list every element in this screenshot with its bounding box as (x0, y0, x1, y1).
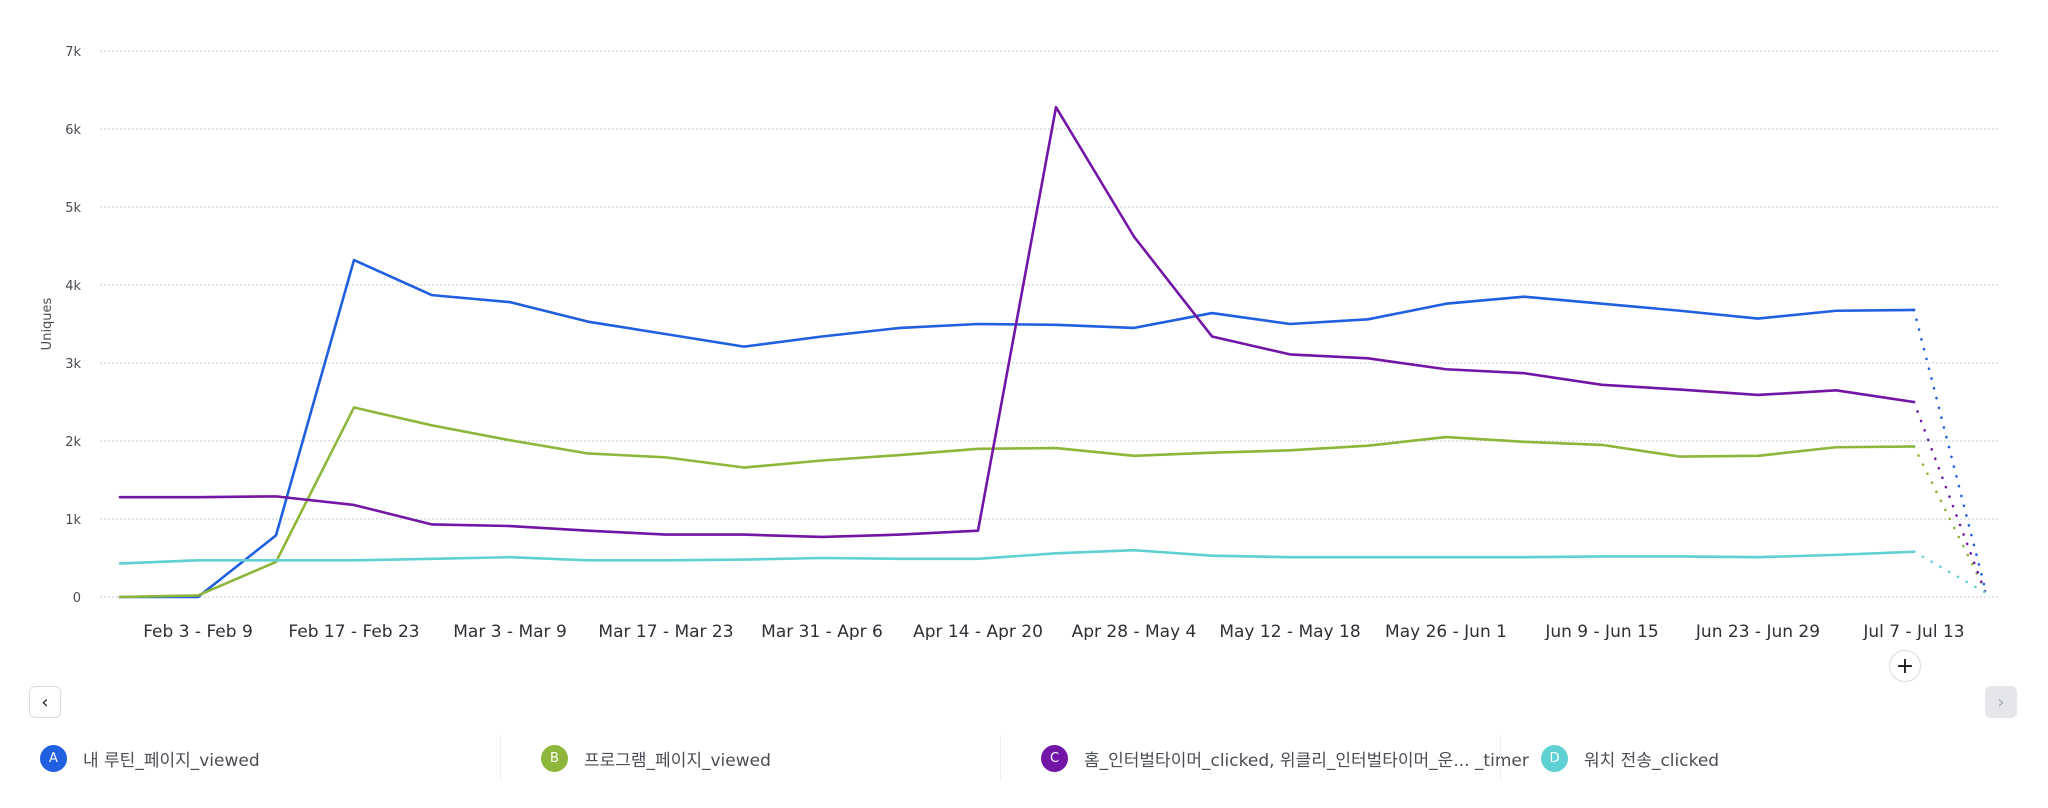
legend-label: 내 루틴_페이지_viewed (83, 750, 260, 771)
x-tick-label: Mar 3 - Mar 9 (453, 622, 567, 640)
x-tick-label: Jun 23 - Jun 29 (1695, 622, 1820, 640)
y-tick-label: 7k (65, 45, 81, 60)
x-tick-label: May 26 - Jun 1 (1385, 622, 1507, 640)
series-line-d (118, 548, 1916, 565)
y-axis-label: Uniques (40, 297, 55, 350)
y-tick-label: 4k (65, 279, 81, 294)
legend-item-c[interactable]: C 홈_인터벌타이머_clicked, 위클리_인터벌타이머_운... _tim… (1000, 735, 1529, 781)
y-tick-label: 5k (65, 201, 81, 216)
series-badge-a: A (40, 744, 67, 772)
y-tick-label: 6k (65, 123, 81, 138)
chevron-left-icon: ‹ (41, 691, 49, 713)
x-tick-label: Jul 7 - Jul 13 (1862, 622, 1964, 640)
x-tick-label: Apr 28 - May 4 (1072, 622, 1197, 640)
y-axis: 0 1k 2k 3k 4k 5k 6k 7k (65, 45, 81, 606)
legend-label: 홈_인터벌타이머_clicked, 위클리_인터벌타이머_운... _timer (1084, 750, 1529, 771)
x-tick-label: May 12 - May 18 (1219, 622, 1360, 640)
y-tick-label: 1k (65, 513, 81, 528)
series-line-b (118, 406, 1916, 599)
y-tick-label: 0 (73, 591, 81, 606)
x-axis: Feb 3 - Feb 9 Feb 17 - Feb 23 Mar 3 - Mar … (143, 622, 1964, 640)
series-line-c (118, 105, 1916, 539)
series-incomplete-segment-c (1912, 400, 1987, 593)
plus-icon: + (1895, 653, 1915, 679)
series-badge-b: B (541, 744, 568, 772)
legend-next-button[interactable]: › (1985, 686, 2017, 718)
series-badge-d: D (1541, 744, 1568, 772)
legend-label: 워치 전송_clicked (1584, 750, 1720, 771)
series-incomplete-segment-d (1912, 550, 1987, 594)
y-tick-label: 3k (65, 357, 81, 372)
series-line-a (118, 258, 1916, 599)
x-tick-label: Jun 9 - Jun 15 (1544, 622, 1658, 640)
y-tick-label: 2k (65, 435, 81, 450)
series-lines (118, 105, 1987, 599)
legend-item-b[interactable]: B 프로그램_페이지_viewed (500, 735, 1000, 781)
x-tick-label: Mar 17 - Mar 23 (598, 622, 733, 640)
x-tick-label: Feb 3 - Feb 9 (143, 622, 253, 640)
series-badge-c: C (1041, 744, 1068, 772)
legend-item-a[interactable]: A 내 루틴_페이지_viewed (0, 735, 500, 781)
x-tick-label: Apr 14 - Apr 20 (913, 622, 1043, 640)
legend-label: 프로그램_페이지_viewed (584, 750, 771, 771)
legend-prev-button[interactable]: ‹ (29, 686, 61, 718)
add-annotation-button[interactable]: + (1889, 650, 1921, 682)
series-incomplete-segment-b (1912, 445, 1987, 592)
legend: A 내 루틴_페이지_viewed B 프로그램_페이지_viewed C 홈_… (0, 735, 2048, 785)
x-tick-label: Feb 17 - Feb 23 (288, 622, 419, 640)
legend-item-d[interactable]: D 워치 전송_clicked (1500, 735, 2000, 781)
chevron-right-icon: › (1997, 691, 2005, 713)
series-incomplete-segment-a (1912, 308, 1987, 590)
gridlines (100, 50, 2000, 598)
x-tick-label: Mar 31 - Apr 6 (761, 622, 883, 640)
